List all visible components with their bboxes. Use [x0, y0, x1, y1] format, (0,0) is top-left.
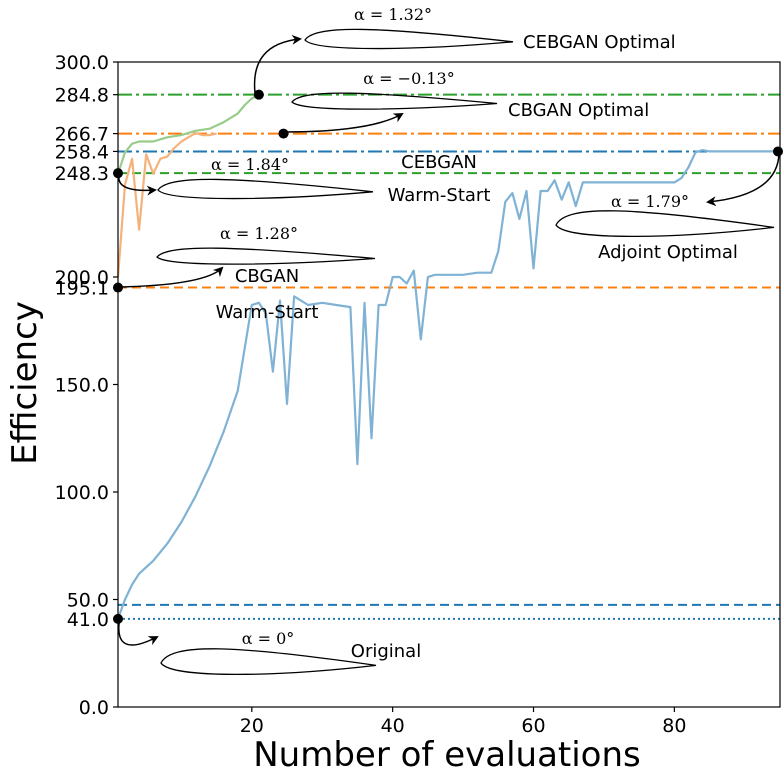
- annotation-label: CEBGAN: [401, 152, 477, 173]
- marker-point-4: [773, 146, 783, 157]
- y-tick-label-5: 195.1: [55, 278, 109, 300]
- annotation-label: Adjoint Optimal: [598, 242, 738, 263]
- angle-of-attack-label: α = 1.84°: [211, 155, 289, 174]
- y-tick-label-4: 150.0: [55, 375, 109, 397]
- annotation-label: CEBGAN Optimal: [523, 32, 676, 53]
- annotation-cebgan-warm: α = 1.84° CEBGAN Warm-Start: [118, 152, 491, 206]
- series-layer: [116, 93, 780, 620]
- marker-point-1: [278, 128, 289, 139]
- x-tick-label-1: 40: [381, 715, 405, 737]
- annotations-layer: α = 1.32° CEBGAN Optimal α = −0.13° CBGAN O…: [118, 5, 780, 676]
- annotation-arrow: [119, 266, 224, 288]
- airfoil-shape: [555, 210, 775, 238]
- y-tick-label-3: 100.0: [55, 482, 109, 504]
- x-tick-label-0: 20: [240, 715, 264, 737]
- annotation-arrow: [118, 616, 159, 646]
- annotation-label: Warm-Start: [388, 185, 491, 206]
- annotation-cbgan-warm: α = 1.28° CBGAN Warm-Start: [119, 224, 376, 323]
- airfoil-shape: [157, 178, 374, 200]
- y-tick-label-2: 50.0: [67, 590, 109, 612]
- y-tick-label-1: 41.0: [67, 609, 109, 631]
- annotation-label: CBGAN: [235, 266, 299, 287]
- angle-of-attack-label: α = 1.28°: [220, 224, 298, 243]
- x-axis-title: Number of evaluations: [253, 735, 641, 775]
- airfoil-shape: [156, 247, 376, 265]
- annotation-adjoint-optimal: α = 1.79° Adjoint Optimal: [555, 151, 780, 263]
- airfoil-shape: [304, 28, 514, 50]
- annotation-arrow: [706, 151, 780, 207]
- series-line-0: [116, 149, 780, 620]
- angle-of-attack-label: α = −0.13°: [363, 69, 454, 88]
- x-tick-label-3: 80: [662, 715, 686, 737]
- marker-point-0: [253, 89, 264, 100]
- marker-point-5: [113, 613, 123, 624]
- y-tick-label-0: 0.0: [79, 697, 109, 719]
- series-line-1: [116, 131, 217, 278]
- y-axis-title: Efficiency: [5, 301, 45, 465]
- y-tick-label-11: 300.0: [55, 52, 109, 74]
- annotation-original: α = 0° Original: [118, 616, 421, 676]
- y-tick-label-10: 284.8: [55, 85, 109, 107]
- annotation-label: CBGAN Optimal: [508, 100, 649, 121]
- angle-of-attack-label: α = 0°: [242, 629, 295, 648]
- y-tick-label-9: 266.7: [55, 124, 109, 146]
- annotation-arrow: [253, 34, 302, 94]
- annotation-cebgan-optimal: α = 1.32° CEBGAN Optimal: [253, 5, 676, 94]
- y-tick-label-8: 258.4: [55, 141, 109, 163]
- airfoil-shape: [160, 648, 377, 676]
- y-tick-label-6: 200.0: [55, 267, 109, 289]
- annotation-label: Warm-Start: [216, 302, 319, 323]
- markers-layer: [113, 89, 783, 624]
- series-line-2: [116, 93, 260, 175]
- annotation-cbgan-optimal: α = −0.13° CBGAN Optimal: [282, 69, 649, 133]
- reference-lines-layer: [118, 93, 780, 620]
- annotation-arrow: [282, 113, 404, 133]
- y-tick-label-7: 248.3: [55, 163, 109, 185]
- angle-of-attack-label: α = 1.79°: [611, 192, 689, 211]
- airfoil-shape: [291, 92, 498, 110]
- annotation-label: Original: [351, 641, 421, 662]
- marker-point-2: [113, 168, 123, 179]
- marker-point-3: [113, 282, 123, 293]
- x-tick-label-2: 60: [521, 715, 545, 737]
- angle-of-attack-label: α = 1.32°: [354, 5, 432, 24]
